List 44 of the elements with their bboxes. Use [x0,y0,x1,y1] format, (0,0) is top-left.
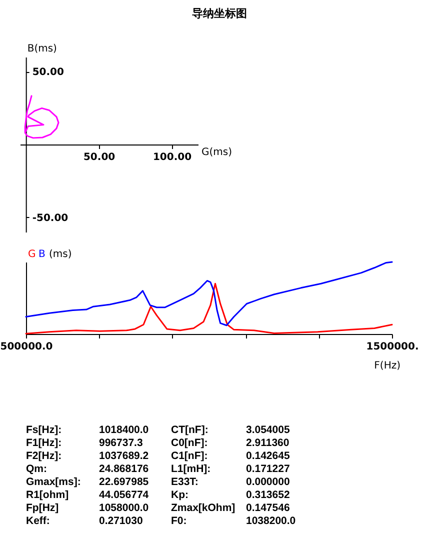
text: B [38,249,46,260]
text: 0.000000 [246,476,291,489]
text: Qm: [26,463,48,476]
text: L1[mH]: [171,463,212,476]
text: G [28,249,36,260]
text: 22.697985 [99,476,150,489]
text: CT[nF]: [171,424,210,437]
text: 0.313652 [246,489,291,502]
x-tick-label: 100.00 [152,152,192,163]
text: R1[ohm] [26,489,70,502]
text: 0.171227 [246,463,291,476]
text: 2.911360 [246,437,290,450]
text: Gmax[ms]: [26,476,82,489]
text: 3.054005 [246,424,291,437]
x-axis-title: G(ms) [202,147,232,158]
line-series [24,95,60,139]
text: Zmax[kOhm] [171,502,236,515]
text: F0: [171,515,188,528]
text: 0.271030 [99,515,144,528]
y-tick-label: -50.00 [32,212,68,224]
text: Keff: [26,515,51,528]
text: C0[nF]: [171,437,209,450]
text: 0.142645 [246,450,291,463]
text: 1038200.0 [246,515,297,528]
text: F1[Hz]: [26,437,63,450]
text: Kp: [171,489,190,502]
x-axis-title: F(Hz) [374,360,401,372]
text: 1018400.0 [99,424,150,437]
text: 1058000.0 [99,502,150,515]
text: F2[Hz]: [26,450,63,463]
text: C1[nF]: [171,450,209,463]
text: 24.868176 [99,463,150,476]
text: Fs[Hz]: [26,424,63,437]
x-tick-label: 500000.0 [0,342,53,352]
text: 44.056774 [99,489,150,502]
text: E33T: [171,476,200,489]
y-axis-title: (ms) [49,249,72,260]
text: Fp[Hz] [26,502,60,515]
x-tick-label: 1500000. [366,342,419,352]
y-axis-title: B(ms) [27,44,58,54]
text: 1037689.2 [99,450,150,463]
text: 996737.3 [99,437,144,450]
text: 0.147546 [246,502,291,515]
chart-title: 导纳坐标图 [191,6,248,21]
